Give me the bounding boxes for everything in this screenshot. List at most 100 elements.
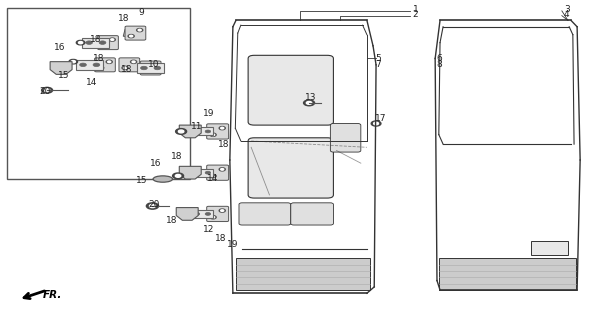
Text: 15: 15	[136, 176, 147, 185]
Polygon shape	[179, 125, 201, 138]
Text: 17: 17	[375, 114, 386, 123]
FancyBboxPatch shape	[239, 203, 291, 225]
Text: 8: 8	[436, 60, 442, 69]
Bar	[7, 8, 190, 179]
FancyBboxPatch shape	[330, 124, 361, 152]
Circle shape	[194, 130, 200, 133]
Text: 19: 19	[203, 108, 214, 117]
Circle shape	[205, 171, 211, 174]
Text: 10: 10	[148, 60, 160, 69]
Circle shape	[122, 66, 128, 69]
Circle shape	[69, 60, 78, 64]
Polygon shape	[123, 29, 141, 36]
Text: 18: 18	[218, 140, 230, 149]
Text: 5: 5	[375, 54, 381, 63]
Circle shape	[221, 210, 224, 212]
Circle shape	[178, 130, 184, 133]
Circle shape	[141, 66, 147, 70]
Text: FR.: FR.	[43, 291, 62, 300]
Circle shape	[371, 121, 381, 126]
Text: 20: 20	[40, 87, 51, 96]
FancyBboxPatch shape	[248, 138, 334, 198]
Circle shape	[138, 29, 141, 31]
Circle shape	[109, 38, 115, 41]
Circle shape	[108, 61, 111, 63]
Circle shape	[306, 101, 312, 104]
Circle shape	[99, 67, 102, 69]
Text: 11: 11	[190, 122, 202, 131]
Circle shape	[212, 216, 215, 218]
Bar	[192, 210, 214, 218]
Text: 16: 16	[150, 159, 162, 168]
Ellipse shape	[153, 176, 173, 182]
Circle shape	[143, 69, 149, 73]
Text: 15: 15	[58, 71, 70, 80]
Circle shape	[173, 173, 184, 179]
Circle shape	[145, 70, 148, 72]
Text: 18: 18	[118, 14, 129, 23]
Circle shape	[176, 129, 187, 134]
Text: 19: 19	[227, 240, 239, 249]
FancyBboxPatch shape	[291, 203, 334, 225]
Circle shape	[98, 66, 104, 69]
Circle shape	[71, 60, 75, 63]
Circle shape	[76, 40, 85, 45]
Circle shape	[210, 133, 216, 136]
Text: 18: 18	[90, 35, 102, 44]
FancyBboxPatch shape	[98, 36, 118, 50]
Text: 16: 16	[53, 43, 65, 52]
Circle shape	[221, 169, 224, 170]
Text: 18: 18	[93, 54, 105, 63]
Circle shape	[304, 100, 315, 106]
Text: 13: 13	[305, 93, 316, 102]
Text: 9: 9	[139, 8, 144, 17]
FancyBboxPatch shape	[119, 58, 140, 72]
Circle shape	[128, 35, 134, 38]
Circle shape	[219, 209, 225, 212]
FancyBboxPatch shape	[207, 165, 229, 180]
FancyBboxPatch shape	[248, 55, 334, 125]
Bar	[76, 60, 103, 70]
Circle shape	[212, 175, 215, 177]
Text: 14: 14	[86, 78, 97, 87]
Circle shape	[132, 61, 135, 63]
Circle shape	[154, 64, 157, 66]
Circle shape	[194, 212, 200, 215]
Circle shape	[130, 60, 136, 63]
Circle shape	[101, 44, 106, 47]
Text: 4: 4	[564, 10, 570, 19]
Circle shape	[205, 212, 211, 215]
Polygon shape	[176, 208, 198, 220]
Circle shape	[42, 87, 53, 93]
Circle shape	[111, 39, 114, 40]
Circle shape	[210, 174, 216, 178]
Circle shape	[44, 89, 50, 92]
Circle shape	[219, 126, 225, 130]
Circle shape	[154, 66, 161, 70]
FancyBboxPatch shape	[140, 61, 161, 75]
Text: 18: 18	[166, 216, 177, 225]
Text: 18: 18	[171, 152, 182, 161]
Circle shape	[124, 67, 127, 69]
Polygon shape	[179, 166, 201, 179]
FancyBboxPatch shape	[95, 58, 115, 72]
Text: 20: 20	[148, 200, 159, 209]
Circle shape	[146, 203, 159, 209]
Circle shape	[93, 63, 100, 67]
Circle shape	[152, 63, 158, 67]
Circle shape	[219, 168, 225, 171]
Circle shape	[106, 60, 112, 63]
Circle shape	[78, 42, 83, 44]
FancyBboxPatch shape	[125, 26, 146, 40]
Circle shape	[136, 28, 143, 32]
Text: 7: 7	[375, 60, 381, 69]
Text: 2: 2	[413, 10, 419, 19]
Circle shape	[175, 174, 181, 177]
Circle shape	[130, 35, 133, 37]
Text: 3: 3	[564, 5, 570, 14]
Circle shape	[194, 171, 200, 174]
Circle shape	[99, 41, 106, 44]
Text: 1: 1	[412, 5, 419, 14]
Polygon shape	[50, 62, 72, 74]
Circle shape	[205, 130, 211, 133]
